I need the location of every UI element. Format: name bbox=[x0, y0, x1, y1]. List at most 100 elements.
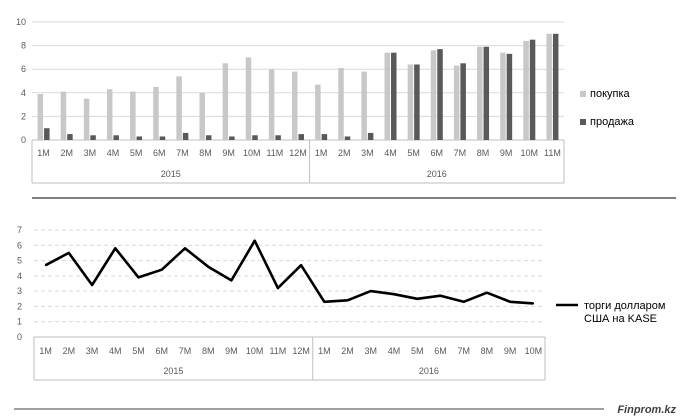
x-tick-label: 8M bbox=[202, 346, 215, 356]
legend-label: покупка bbox=[590, 88, 631, 100]
y-tick-label: 1 bbox=[17, 317, 22, 327]
y-tick-label: 10 bbox=[16, 17, 26, 27]
bar-prodazha bbox=[529, 39, 536, 141]
bar-pokupka bbox=[245, 57, 252, 140]
x-tick-label: 2M bbox=[338, 148, 351, 158]
bar-prodazha bbox=[205, 135, 212, 140]
data-point bbox=[160, 268, 163, 271]
x-tick-label: 7M bbox=[457, 346, 470, 356]
legend-label: торги долларом США на KASE bbox=[584, 300, 665, 325]
y-tick-label: 7 bbox=[17, 225, 22, 235]
line-chart: 0 1 2 3 4 5 6 7 1M 2M 3M 4M 5M 6M 7M 8M 9M 10M 11M 12M 1M 2M 3… bbox=[17, 225, 665, 381]
bar-prodazha bbox=[367, 132, 374, 140]
bar-pokupka bbox=[199, 92, 205, 140]
data-point bbox=[230, 279, 233, 282]
x-tick-label: 5M bbox=[411, 346, 424, 356]
x-tick-label: 12M bbox=[289, 148, 307, 158]
x-tick-label: 9M bbox=[500, 148, 513, 158]
bar-prodazha bbox=[414, 64, 420, 140]
bar-prodazha bbox=[552, 33, 559, 140]
bar-pokupka bbox=[37, 93, 44, 140]
legend-swatch bbox=[580, 119, 586, 125]
bar-pokupka bbox=[500, 52, 506, 140]
data-point bbox=[137, 276, 140, 279]
x-tick-label: 11M bbox=[266, 148, 283, 158]
x-tick-label: 3M bbox=[84, 148, 97, 158]
x-tick-label: 11M bbox=[544, 148, 561, 158]
bar-prodazha bbox=[182, 132, 189, 140]
bar-pokupka bbox=[477, 46, 483, 140]
data-point bbox=[393, 293, 395, 296]
bar-pokupka bbox=[338, 68, 344, 140]
y-tick-label: 6 bbox=[21, 64, 26, 74]
y-tick-label: 2 bbox=[17, 301, 22, 311]
bar-prodazha bbox=[159, 136, 166, 140]
x-tick-label: 2M bbox=[341, 346, 354, 356]
data-point bbox=[323, 301, 326, 303]
group-label: 2016 bbox=[427, 169, 447, 179]
bar-pokupka bbox=[106, 89, 113, 140]
x-tick-label: 4M bbox=[384, 148, 397, 158]
y-tick-label: 4 bbox=[21, 88, 26, 98]
x-tick-label: 9M bbox=[504, 346, 517, 356]
bar-prodazha bbox=[437, 49, 443, 140]
x-tick-label: 8M bbox=[199, 148, 212, 158]
data-point bbox=[486, 291, 488, 294]
bar-prodazha bbox=[252, 135, 258, 140]
legend-swatch bbox=[580, 91, 586, 97]
x-tick-label: 6M bbox=[155, 346, 168, 356]
bar-prodazha bbox=[136, 136, 143, 140]
data-point bbox=[44, 264, 47, 266]
brand-watermark: Finprom.kz bbox=[617, 404, 676, 416]
bar-pokupka bbox=[361, 71, 367, 140]
x-tick-label: 5M bbox=[407, 148, 420, 158]
y-tick-label: 2 bbox=[21, 111, 26, 121]
group-label: 2015 bbox=[163, 366, 183, 376]
y-tick-label: 6 bbox=[17, 240, 22, 250]
data-point bbox=[253, 239, 256, 242]
data-point bbox=[91, 284, 93, 286]
series-line bbox=[44, 239, 534, 305]
x-tick-label: 10M bbox=[521, 148, 539, 158]
x-tick-label: 12M bbox=[292, 346, 310, 356]
data-point bbox=[369, 290, 372, 292]
x-tick-label: 1M bbox=[39, 346, 52, 356]
data-point bbox=[207, 265, 210, 268]
bar-pokupka bbox=[268, 69, 275, 140]
group-label: 2016 bbox=[419, 366, 439, 376]
bar-pokupka bbox=[546, 33, 552, 140]
x-tick-label: 4M bbox=[388, 346, 401, 356]
bar-prodazha bbox=[113, 135, 119, 140]
bar-pokupka bbox=[222, 63, 229, 140]
x-tick-label: 3M bbox=[86, 346, 99, 356]
bar-prodazha bbox=[483, 46, 490, 140]
bar-pokupka bbox=[130, 91, 136, 140]
bar-pokupka bbox=[453, 65, 460, 140]
bar-chart: 0 2 4 6 8 10 1M 2M 3M 4M 5M 6M 7M 8M 9M 10M 11M 12M 1M 2M 3M… bbox=[16, 17, 635, 184]
x-tick-label: 6M bbox=[431, 148, 444, 158]
x-tick-label: 7M bbox=[454, 148, 467, 158]
x-tick-label: 1M bbox=[318, 346, 331, 356]
bar-pokupka bbox=[292, 71, 298, 140]
y-tick-label: 8 bbox=[21, 41, 26, 51]
x-tick-label: 9M bbox=[222, 148, 235, 158]
data-point bbox=[184, 247, 186, 250]
x-tick-label: 4M bbox=[107, 148, 120, 158]
bar-pokupka bbox=[83, 98, 90, 140]
legend-label-line: торги долларом bbox=[584, 300, 665, 312]
x-tick-label: 2M bbox=[63, 346, 76, 356]
bar-prodazha bbox=[506, 53, 513, 140]
x-tick-label: 1M bbox=[37, 148, 50, 158]
bar-pokupka bbox=[153, 86, 159, 140]
x-tick-label: 10M bbox=[243, 148, 261, 158]
bar-prodazha bbox=[321, 134, 328, 140]
x-tick-label: 7M bbox=[179, 346, 192, 356]
x-tick-label: 10M bbox=[246, 346, 264, 356]
data-point bbox=[68, 252, 70, 254]
x-tick-label: 8M bbox=[481, 346, 494, 356]
data-point bbox=[277, 287, 279, 289]
group-label: 2015 bbox=[161, 169, 181, 179]
legend-label-line: США на KASE bbox=[584, 313, 657, 325]
y-tick-label: 0 bbox=[17, 332, 22, 342]
